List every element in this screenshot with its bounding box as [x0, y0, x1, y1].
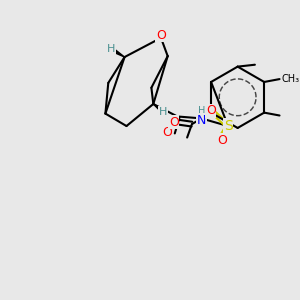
Polygon shape: [153, 104, 162, 111]
Text: O: O: [218, 134, 227, 147]
Text: CH₃: CH₃: [281, 74, 300, 84]
Text: H: H: [107, 44, 115, 54]
Text: O: O: [156, 28, 166, 41]
Text: O: O: [162, 126, 172, 139]
Polygon shape: [114, 50, 124, 57]
Text: O: O: [169, 116, 179, 129]
Text: O: O: [206, 104, 216, 117]
Text: S: S: [224, 119, 233, 133]
Text: N: N: [196, 114, 206, 127]
Text: H: H: [197, 106, 205, 116]
Text: H: H: [159, 107, 167, 117]
